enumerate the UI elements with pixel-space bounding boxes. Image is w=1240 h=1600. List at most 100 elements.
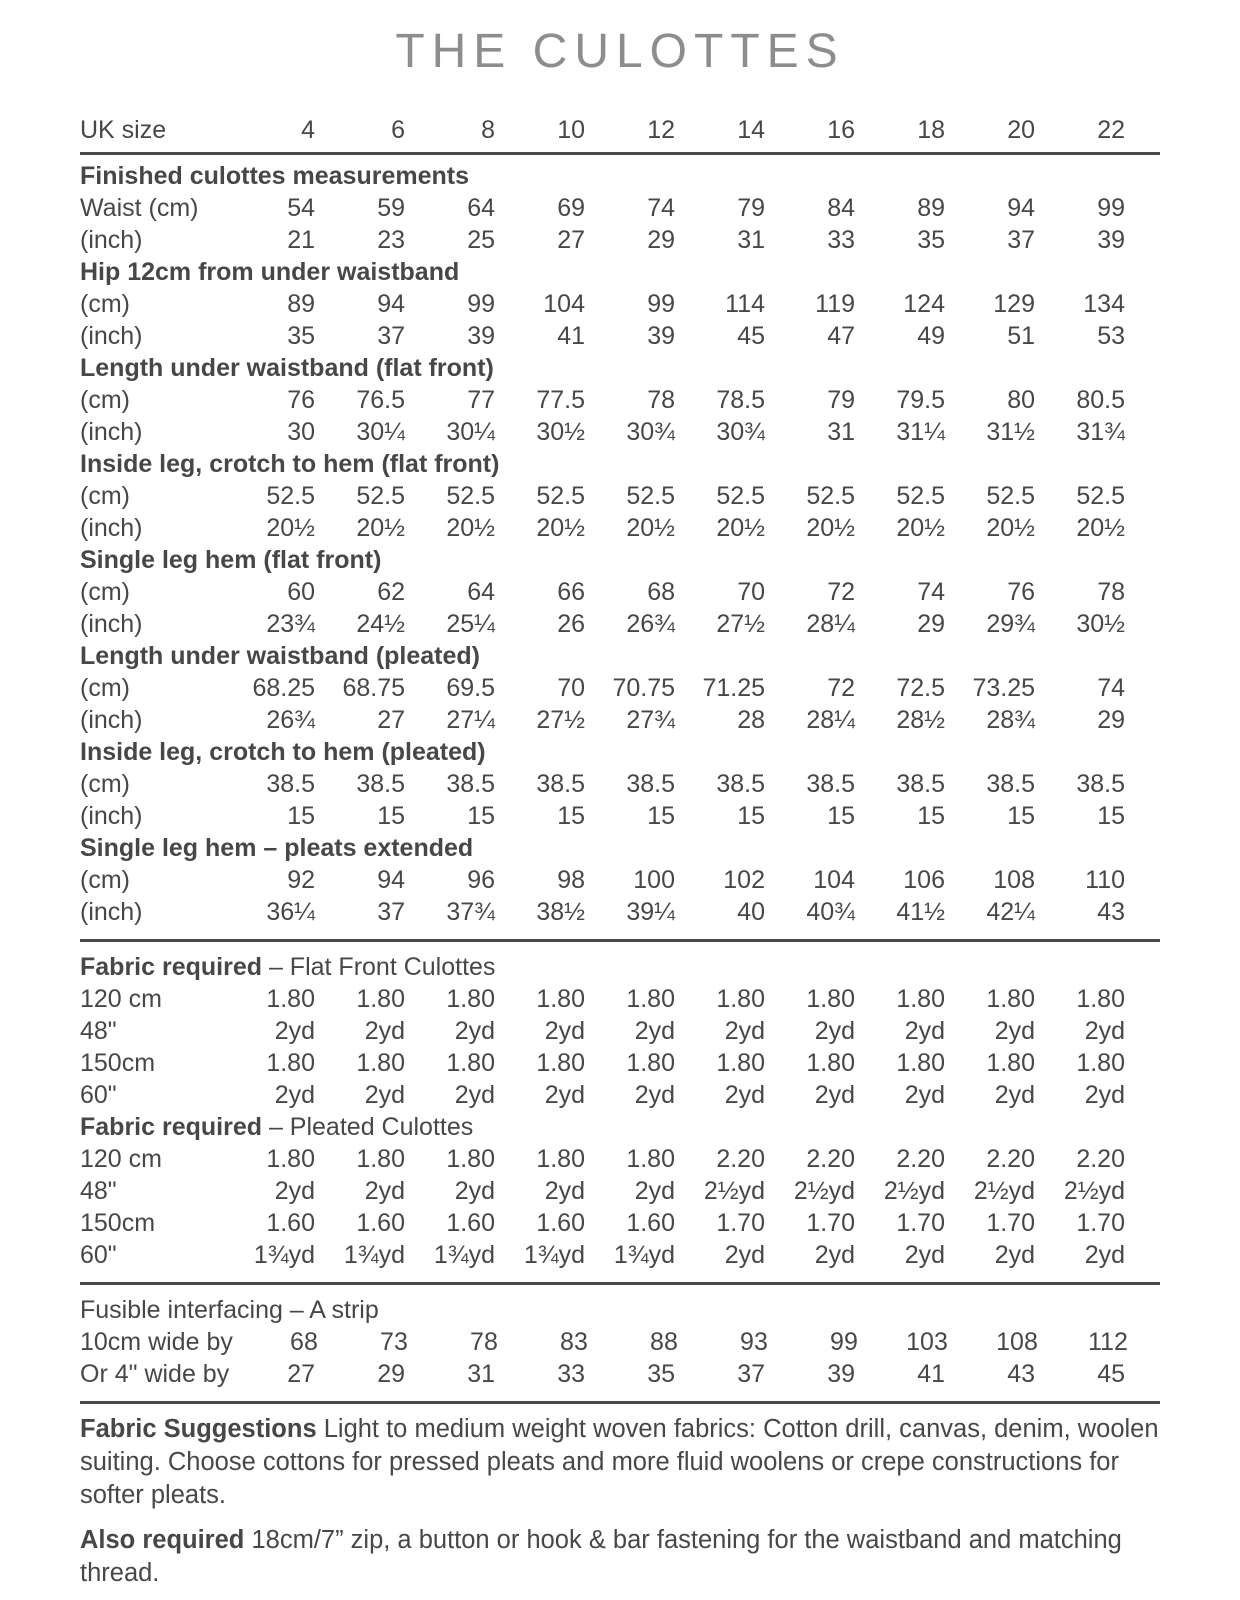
cell-value: 1¾yd	[433, 1240, 495, 1269]
cell-value: 52.5	[626, 481, 675, 510]
cell-value: 1.80	[626, 1144, 675, 1173]
cell-value: 26¾	[266, 705, 315, 734]
table-row: (cm) 52.5 52.5 52.5 52.5 52.5 52.5 52.5 52.5 52.5…	[80, 480, 1160, 512]
cell-value: 1.80	[266, 1144, 315, 1173]
cell-value: 2yd	[544, 1080, 585, 1109]
cell-value: 2.20	[986, 1144, 1035, 1173]
cell-value: 66	[557, 577, 585, 606]
cell-value: 15	[917, 801, 945, 830]
cell-value: 100	[633, 865, 675, 894]
cell-value: 92	[287, 865, 315, 894]
cell-value: 78	[1097, 577, 1125, 606]
section-heading-row: Hip 12cm from under waistband	[80, 256, 1160, 288]
cell-value: 2yd	[454, 1176, 495, 1205]
cell-value: 2yd	[724, 1016, 765, 1045]
cell-value: 15	[827, 801, 855, 830]
cell-value: 37	[1007, 225, 1035, 254]
cell-value: 76.5	[356, 385, 405, 414]
cell-value: 1.60	[266, 1208, 315, 1237]
table-row: Or 4" wide by 27 29 31 33 35 37 39 41 43 45	[80, 1358, 1160, 1390]
table-row: 150cm 1.60 1.60 1.60 1.60 1.60 1.70 1.70 1.70 1.7…	[80, 1207, 1160, 1239]
section-heading-row: Length under waistband (flat front)	[80, 352, 1160, 384]
cell-value: 70	[737, 577, 765, 606]
cell-value: 43	[1007, 1359, 1035, 1388]
cell-value: 20½	[356, 513, 405, 542]
cell-value: 40¾	[806, 897, 855, 926]
cell-value: 2yd	[544, 1176, 585, 1205]
cell-value: 38.5	[986, 769, 1035, 798]
cell-value: 20½	[1076, 513, 1125, 542]
cell-value: 20½	[536, 513, 585, 542]
cell-value: 2yd	[274, 1176, 315, 1205]
cell-value: 71.25	[702, 673, 765, 702]
cell-value: 2yd	[904, 1016, 945, 1045]
cell-value: 15	[1097, 801, 1125, 830]
cell-value: 31¼	[896, 417, 945, 446]
cell-value: 99	[830, 1327, 858, 1356]
section-title-bold: Fabric required	[80, 1112, 262, 1141]
cell-value: 31	[467, 1359, 495, 1388]
cell-value: 28¼	[806, 609, 855, 638]
cell-value: 38.5	[1076, 769, 1125, 798]
cell-value: 1.60	[446, 1208, 495, 1237]
size-column-header: 8	[481, 115, 495, 144]
cell-value: 52.5	[986, 481, 1035, 510]
cell-value: 74	[647, 193, 675, 222]
cell-value: 1.70	[716, 1208, 765, 1237]
cell-value: 2½yd	[1063, 1176, 1125, 1205]
cell-value: 30¾	[626, 417, 675, 446]
cell-value: 45	[1097, 1359, 1125, 1388]
cell-value: 83	[560, 1327, 588, 1356]
row-label: (inch)	[80, 225, 143, 254]
also-required-note: Also required 18cm/7” zip, a button or h…	[80, 1524, 1165, 1590]
cell-value: 73	[380, 1327, 408, 1356]
table-row: (cm) 89 94 99 104 99 114 119 124 129 134	[80, 288, 1160, 320]
cell-value: 38.5	[806, 769, 855, 798]
cell-value: 30¼	[446, 417, 495, 446]
table-row: (cm) 68.25 68.75 69.5 70 70.75 71.25 72 72.5 73.2…	[80, 672, 1160, 704]
cell-value: 64	[467, 577, 495, 606]
cell-value: 35	[647, 1359, 675, 1388]
subsection-heading-row: Fusible interfacing – A strip	[80, 1294, 1160, 1326]
table-row: 10cm wide by 68 73 78 83 88 93 99 103 108 112	[80, 1326, 1160, 1358]
cell-value: 77	[467, 385, 495, 414]
row-label: (cm)	[80, 481, 130, 510]
cell-value: 39	[467, 321, 495, 350]
row-label: Waist (cm)	[80, 193, 199, 222]
table-row: 48" 2yd 2yd 2yd 2yd 2yd 2yd 2yd 2yd 2yd 2yd	[80, 1015, 1160, 1047]
section-heading-row: Fabric required – Pleated Culottes	[80, 1111, 1160, 1143]
row-label: (inch)	[80, 897, 143, 926]
cell-value: 52.5	[896, 481, 945, 510]
table-row: (cm) 38.5 38.5 38.5 38.5 38.5 38.5 38.5 38.5 38.5…	[80, 768, 1160, 800]
cell-value: 80.5	[1076, 385, 1125, 414]
cell-value: 30½	[1076, 609, 1125, 638]
cell-value: 29	[917, 609, 945, 638]
cell-value: 2yd	[1084, 1240, 1125, 1269]
cell-value: 33	[827, 225, 855, 254]
divider-rule	[80, 939, 1160, 942]
table-row: (inch) 35 37 39 41 39 45 47 49 51 53	[80, 320, 1160, 352]
cell-value: 27	[377, 705, 405, 734]
size-column-header: 12	[647, 115, 675, 144]
cell-value: 2yd	[274, 1080, 315, 1109]
notes-block: Fabric Suggestions Light to medium weigh…	[80, 1413, 1160, 1590]
row-label: (inch)	[80, 321, 143, 350]
cell-value: 28¾	[986, 705, 1035, 734]
cell-value: 15	[1007, 801, 1035, 830]
table-row: (inch) 26¾ 27 27¼ 27½ 27¾ 28 28¼ 28½ 28¾ 29	[80, 704, 1160, 736]
cell-value: 2yd	[904, 1080, 945, 1109]
table-row: (inch) 15 15 15 15 15 15 15 15 15 15	[80, 800, 1160, 832]
cell-value: 39	[827, 1359, 855, 1388]
cell-value: 1.60	[356, 1208, 405, 1237]
cell-value: 74	[917, 577, 945, 606]
cell-value: 31	[737, 225, 765, 254]
row-label: (cm)	[80, 289, 130, 318]
cell-value: 1.80	[446, 984, 495, 1013]
cell-value: 41½	[896, 897, 945, 926]
cell-value: 2yd	[724, 1240, 765, 1269]
cell-value: 2yd	[454, 1016, 495, 1045]
cell-value: 1.80	[446, 1048, 495, 1077]
cell-value: 38.5	[446, 769, 495, 798]
row-label: 10cm wide by	[80, 1327, 233, 1356]
cell-value: 1¾yd	[613, 1240, 675, 1269]
